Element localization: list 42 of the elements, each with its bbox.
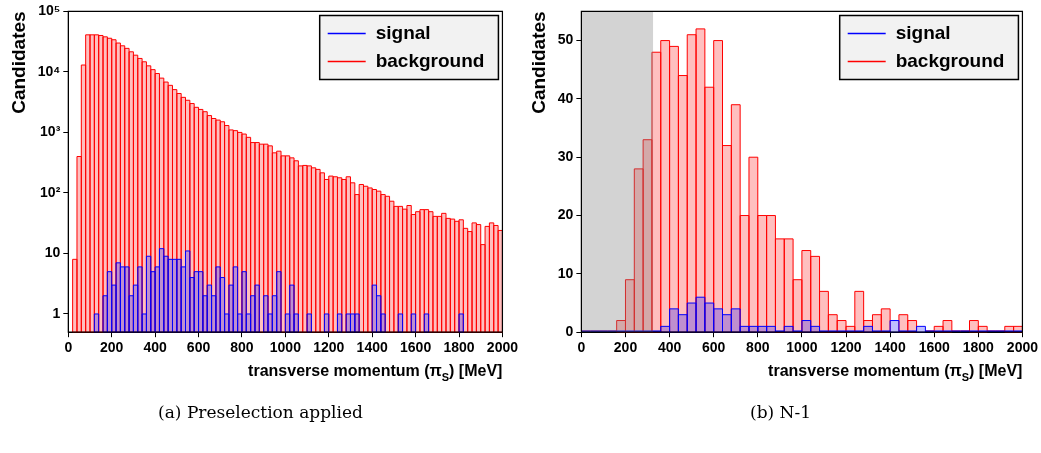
x-tick-label: 1400 [874, 339, 906, 356]
x-tick-label: 400 [143, 339, 168, 356]
y-tick-label: 20 [557, 206, 574, 223]
y-tick-label: 1 [52, 304, 61, 321]
x-tick-label: 2000 [486, 339, 519, 356]
y-tick-label: 10 [44, 244, 61, 261]
x-tick-label: 1400 [356, 339, 388, 356]
legend-label: background [895, 49, 1005, 71]
y-axis-title: Candidates [527, 11, 549, 114]
y-tick-label: 0 [565, 323, 574, 340]
x-tick-label: 1000 [269, 339, 302, 356]
x-tick-label: 1600 [918, 339, 950, 356]
legend-label: background [375, 49, 485, 71]
x-tick-label: 1800 [962, 339, 995, 356]
y-tick-label: 10² [40, 183, 61, 200]
x-tick-label: 800 [230, 339, 254, 356]
x-tick-label: 1200 [313, 339, 345, 356]
text: (a) Preselection applied [157, 402, 364, 422]
y-tick-label: 10³ [40, 123, 61, 140]
x-tick-label: 200 [613, 339, 638, 356]
x-tick-label: 1200 [830, 339, 862, 356]
y-tick-label: 10 [557, 264, 574, 281]
y-tick-label: 40 [557, 89, 574, 106]
x-tick-label: 0 [64, 339, 73, 356]
x-tick-label: 600 [702, 339, 726, 356]
y-axis-title: Candidates [7, 11, 29, 114]
legend-label: signal [375, 21, 431, 43]
x-tick-label: 0 [577, 339, 586, 356]
x-tick-label: 400 [657, 339, 682, 356]
y-tick-label: 50 [557, 31, 574, 48]
x-tick-label: 800 [746, 339, 770, 356]
text: (b) N-1 [749, 402, 812, 422]
x-tick-label: 600 [186, 339, 211, 356]
y-tick-label: 10⁵ [38, 2, 61, 19]
y-tick-label: 30 [557, 148, 574, 165]
x-tick-label: 200 [100, 339, 124, 356]
x-tick-label: 1000 [786, 339, 818, 356]
legend-label: signal [895, 21, 951, 43]
x-tick-label: 2000 [1006, 339, 1039, 356]
x-tick-label: 1600 [400, 339, 432, 356]
x-tick-label: 1800 [443, 339, 475, 356]
y-tick-label: 10⁴ [37, 62, 61, 79]
